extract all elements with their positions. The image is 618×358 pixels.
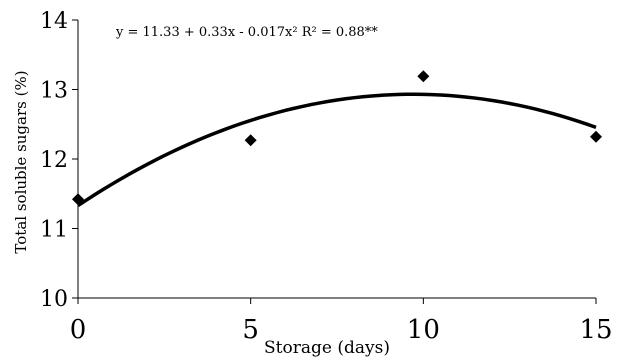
data-point bbox=[590, 130, 602, 143]
trendline-equation: y = 11.33 + 0.33x - 0.017x² R² = 0.88** bbox=[115, 25, 378, 40]
x-tick-label: 5 bbox=[242, 315, 259, 345]
x-axis-ticks: 0 5 10 15 bbox=[70, 298, 613, 345]
y-tick-label: 14 bbox=[40, 9, 68, 34]
data-points bbox=[72, 70, 602, 206]
trendline bbox=[77, 92, 597, 208]
y-axis-ticks: 10 11 12 13 14 bbox=[40, 9, 78, 312]
x-tick-label: 10 bbox=[407, 315, 440, 345]
x-axis-label: Storage (days) bbox=[264, 338, 390, 358]
y-tick-label: 13 bbox=[40, 79, 68, 104]
data-point bbox=[72, 193, 84, 206]
plot-area: 10 11 12 13 14 0 5 10 15 bbox=[40, 9, 613, 345]
y-axis-label: Total soluble sugars (%) bbox=[12, 70, 30, 253]
x-tick-label: 0 bbox=[70, 315, 87, 345]
data-point bbox=[417, 70, 430, 83]
y-tick-label: 10 bbox=[40, 287, 68, 312]
y-tick-label: 12 bbox=[40, 148, 68, 173]
y-tick-label: 11 bbox=[40, 218, 68, 243]
data-point bbox=[244, 134, 257, 147]
x-tick-label: 15 bbox=[579, 315, 612, 345]
